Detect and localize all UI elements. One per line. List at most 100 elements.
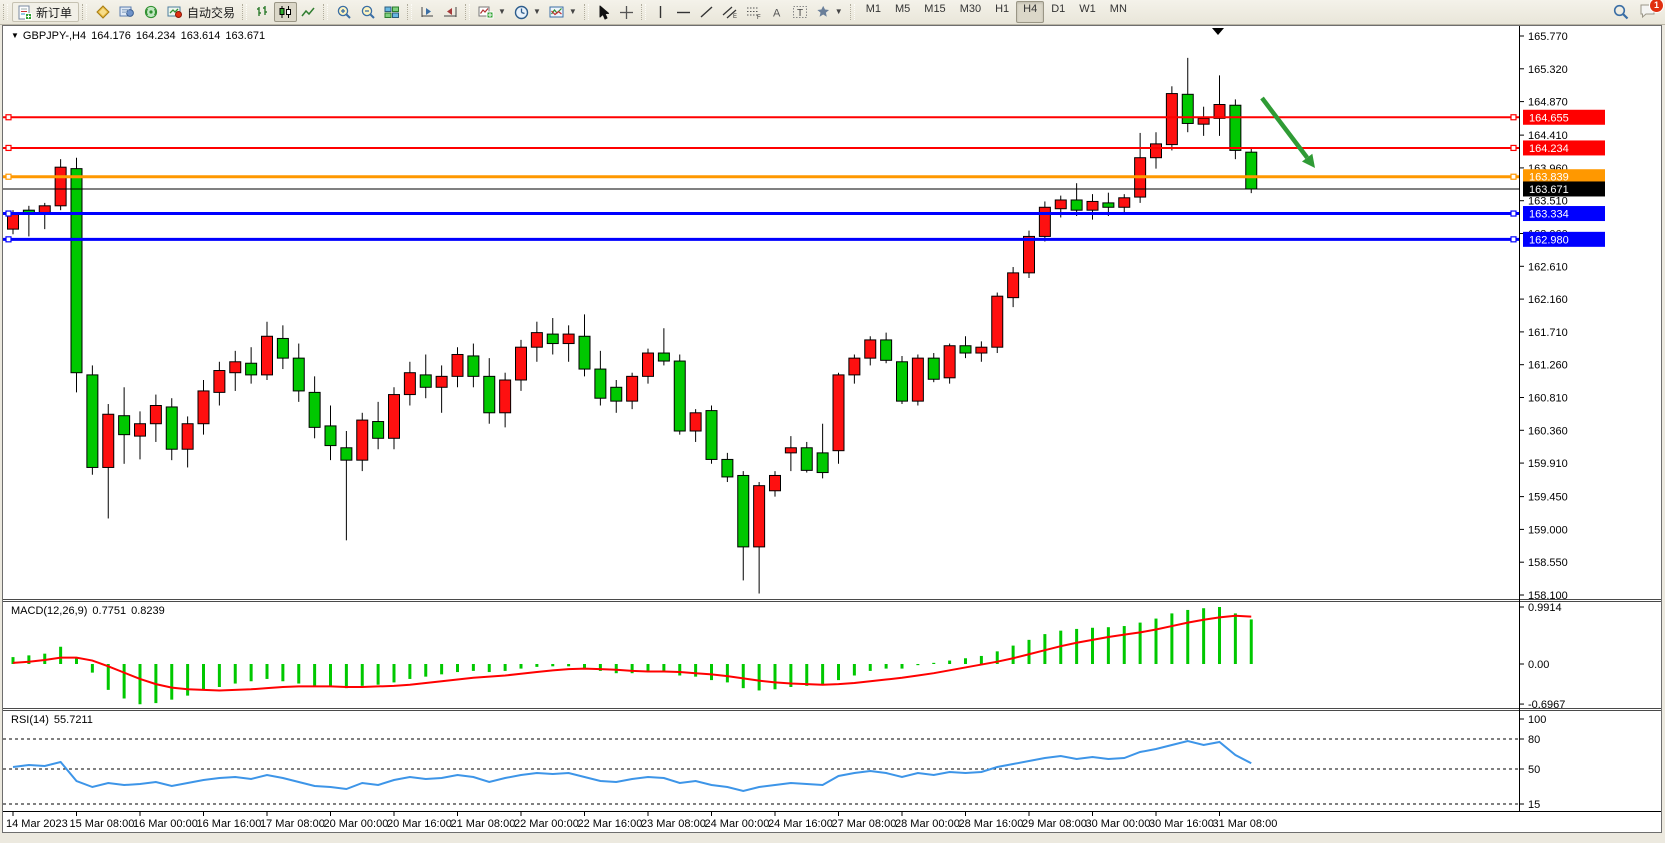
autotrading-icon [167,6,183,18]
arrow-annotation[interactable] [1260,96,1315,168]
trendline-icon [700,6,713,18]
horizontal-lines[interactable] [3,114,1519,243]
search-icon[interactable] [1613,4,1629,20]
text-button[interactable]: A [766,2,788,22]
signal-icon [144,5,158,19]
indicators-icon [478,6,494,19]
toolbar-grip[interactable] [242,4,248,20]
bar-chart-button[interactable] [251,2,274,22]
svg-text:160.810: 160.810 [1528,392,1568,404]
svg-text:50: 50 [1528,764,1540,776]
chart-shift-icon [444,7,457,17]
svg-text:164.234: 164.234 [1529,143,1569,155]
hline-anchor[interactable] [5,236,12,243]
svg-text:163.510: 163.510 [1528,196,1568,208]
hline-anchor[interactable] [5,173,12,180]
svg-text:A: A [773,8,781,20]
auto-scroll-button[interactable] [416,2,439,22]
shapes-button[interactable]: ▼ [812,2,847,22]
new-order-button[interactable]: 新订单 [12,2,80,22]
hline-anchor[interactable] [1510,210,1517,217]
chart-plot[interactable]: 165.770165.320164.870164.410163.960163.5… [3,26,1661,832]
label-button[interactable]: T [788,2,812,22]
channel-button[interactable]: E [718,2,742,22]
chart-shift-marker[interactable] [1212,28,1224,35]
hline-anchor[interactable] [1510,114,1517,121]
periods-button[interactable]: ▼ [510,2,545,22]
rsi-value: 55.7211 [53,714,93,726]
candlestick-chart-button[interactable] [274,2,298,22]
svg-text:160.360: 160.360 [1528,425,1568,437]
vertical-line-button[interactable] [650,2,672,22]
hline-anchor[interactable] [1510,236,1517,243]
data-window-button[interactable] [115,2,139,22]
indicators-button[interactable]: ▼ [474,2,510,22]
toolbar-grip[interactable] [82,4,88,20]
toolbar-grip[interactable] [407,4,413,20]
crosshair-icon [619,5,633,19]
toolbar-grip[interactable] [465,4,471,20]
chart-title: ▼ GBPJPY-,H4 164.176 164.234 163.614 163.671 [11,30,265,42]
svg-text:14 Mar 2023: 14 Mar 2023 [6,818,68,830]
periods-caret-icon: ▼ [532,7,541,16]
hline-anchor[interactable] [5,210,12,217]
autotrading-button[interactable]: 自动交易 [163,2,239,22]
shapes-icon [817,5,829,17]
toolbar-grip[interactable] [583,4,589,20]
hline-anchor[interactable] [5,114,12,121]
macd-main-value: 0.7751 [92,605,127,617]
fibonacci-button[interactable]: F [742,2,766,22]
svg-text:164.410: 164.410 [1528,130,1568,142]
tf-m30-button[interactable]: M30 [959,3,982,15]
text-icon: A [773,8,781,20]
hline-anchor[interactable] [1510,173,1517,180]
title-instrument: GBPJPY-,H4 [22,30,87,42]
templates-button[interactable]: ▼ [545,2,581,22]
tf-mn-button[interactable]: MN [1109,3,1127,15]
price-scale[interactable]: 165.770165.320164.870164.410163.960163.5… [1519,26,1568,811]
line-chart-button[interactable] [297,2,320,22]
chat-button[interactable]: 1 [1639,0,1664,22]
svg-text:F: F [757,15,761,19]
svg-text:30 Mar 00:00: 30 Mar 00:00 [1086,818,1151,830]
zoom-out-button[interactable] [356,2,380,22]
new-order-label: 新订单 [36,5,73,20]
tf-w1-button[interactable]: W1 [1079,3,1096,15]
line-chart-icon [301,7,315,17]
svg-text:162.610: 162.610 [1528,261,1568,273]
svg-text:162.980: 162.980 [1529,234,1569,246]
hline-anchor[interactable] [1510,144,1517,152]
chart-shift-button[interactable] [439,2,462,22]
svg-text:E: E [733,14,737,19]
horizontal-line-button[interactable] [672,2,695,22]
toolbar-grip[interactable] [323,4,329,20]
title-marker-icon: ▼ [11,31,19,40]
macd-name: MACD(12,26,9) [11,605,88,617]
symbols-button[interactable] [91,2,115,22]
tile-windows-button[interactable] [380,2,404,22]
signal-button[interactable] [139,2,163,22]
trendline-button[interactable] [695,2,718,22]
toolbar-grip[interactable] [849,4,855,20]
tf-h1-button[interactable]: H1 [995,3,1010,15]
tf-d1-button[interactable]: D1 [1051,3,1066,15]
hline-anchor[interactable] [5,144,12,152]
tf-m1-button[interactable]: M1 [865,3,881,15]
cursor-button[interactable] [593,2,615,22]
toolbar-grip[interactable] [3,4,8,20]
crosshair-button[interactable] [615,2,638,22]
svg-text:23 Mar 08:00: 23 Mar 08:00 [641,818,706,830]
toolbar-grip[interactable] [640,4,646,20]
zoom-in-icon [337,5,351,19]
tf-m5-button[interactable]: M5 [895,3,911,15]
tf-h4-button[interactable]: H4 [1016,1,1045,23]
fibonacci-icon: F [746,7,761,19]
chart-window[interactable]: 165.770 165.320 164.870 164.410 163.960 163.5… [2,25,1662,833]
tf-m15-button[interactable]: M15 [924,3,946,15]
svg-text:100: 100 [1528,714,1546,726]
panel-separators[interactable] [3,599,1661,711]
clock-icon [514,5,529,19]
svg-text:163.334: 163.334 [1529,209,1569,221]
zoom-in-button[interactable] [332,2,356,22]
